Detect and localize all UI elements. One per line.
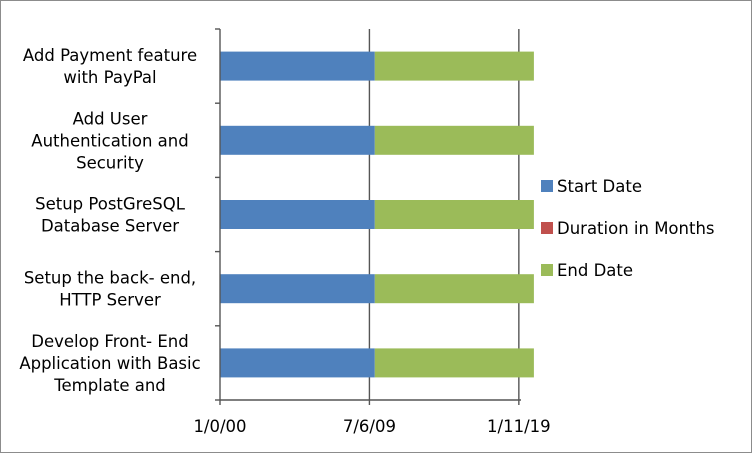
axes (215, 28, 521, 405)
bar-end-date-2 (374, 200, 534, 229)
legend: Start Date Duration in Months End Date (541, 177, 715, 280)
legend-label-1: Duration in Months (557, 219, 715, 238)
category-label-0: Add Payment feature with PayPal (23, 46, 197, 87)
bar-end-date-0 (374, 51, 534, 81)
legend-label-2: End Date (557, 261, 633, 280)
x-tick-label-2: 1/11/19 (487, 417, 551, 436)
category-label-3: Setup the back- end, HTTP Server (24, 269, 196, 310)
bars (220, 51, 534, 378)
bar-start-date-1 (220, 125, 375, 155)
bar-start-date-3 (220, 274, 375, 304)
legend-swatch-1 (541, 222, 553, 234)
x-tick-labels: 1/0/00 7/6/09 1/11/19 (193, 417, 550, 436)
bar-end-date-1 (374, 125, 534, 155)
x-tick-label-0: 1/0/00 (193, 417, 246, 436)
bar-start-date-4 (220, 348, 375, 378)
category-label-4: Develop Front- End Application with Basic… (19, 332, 200, 395)
category-label-1: Add User Authentication and Security (31, 109, 188, 172)
x-tick-label-1: 7/6/09 (343, 417, 396, 436)
bar-end-date-4 (374, 348, 534, 378)
bar-start-date-2 (220, 200, 375, 229)
legend-label-0: Start Date (557, 177, 642, 196)
category-label-2: Setup PostGreSQL Database Server (35, 195, 186, 236)
category-labels: Add Payment feature with PayPal Add User Au… (19, 46, 200, 395)
legend-swatch-0 (541, 180, 553, 192)
bar-end-date-3 (374, 274, 534, 304)
bar-start-date-0 (220, 51, 375, 81)
legend-swatch-2 (541, 264, 553, 276)
